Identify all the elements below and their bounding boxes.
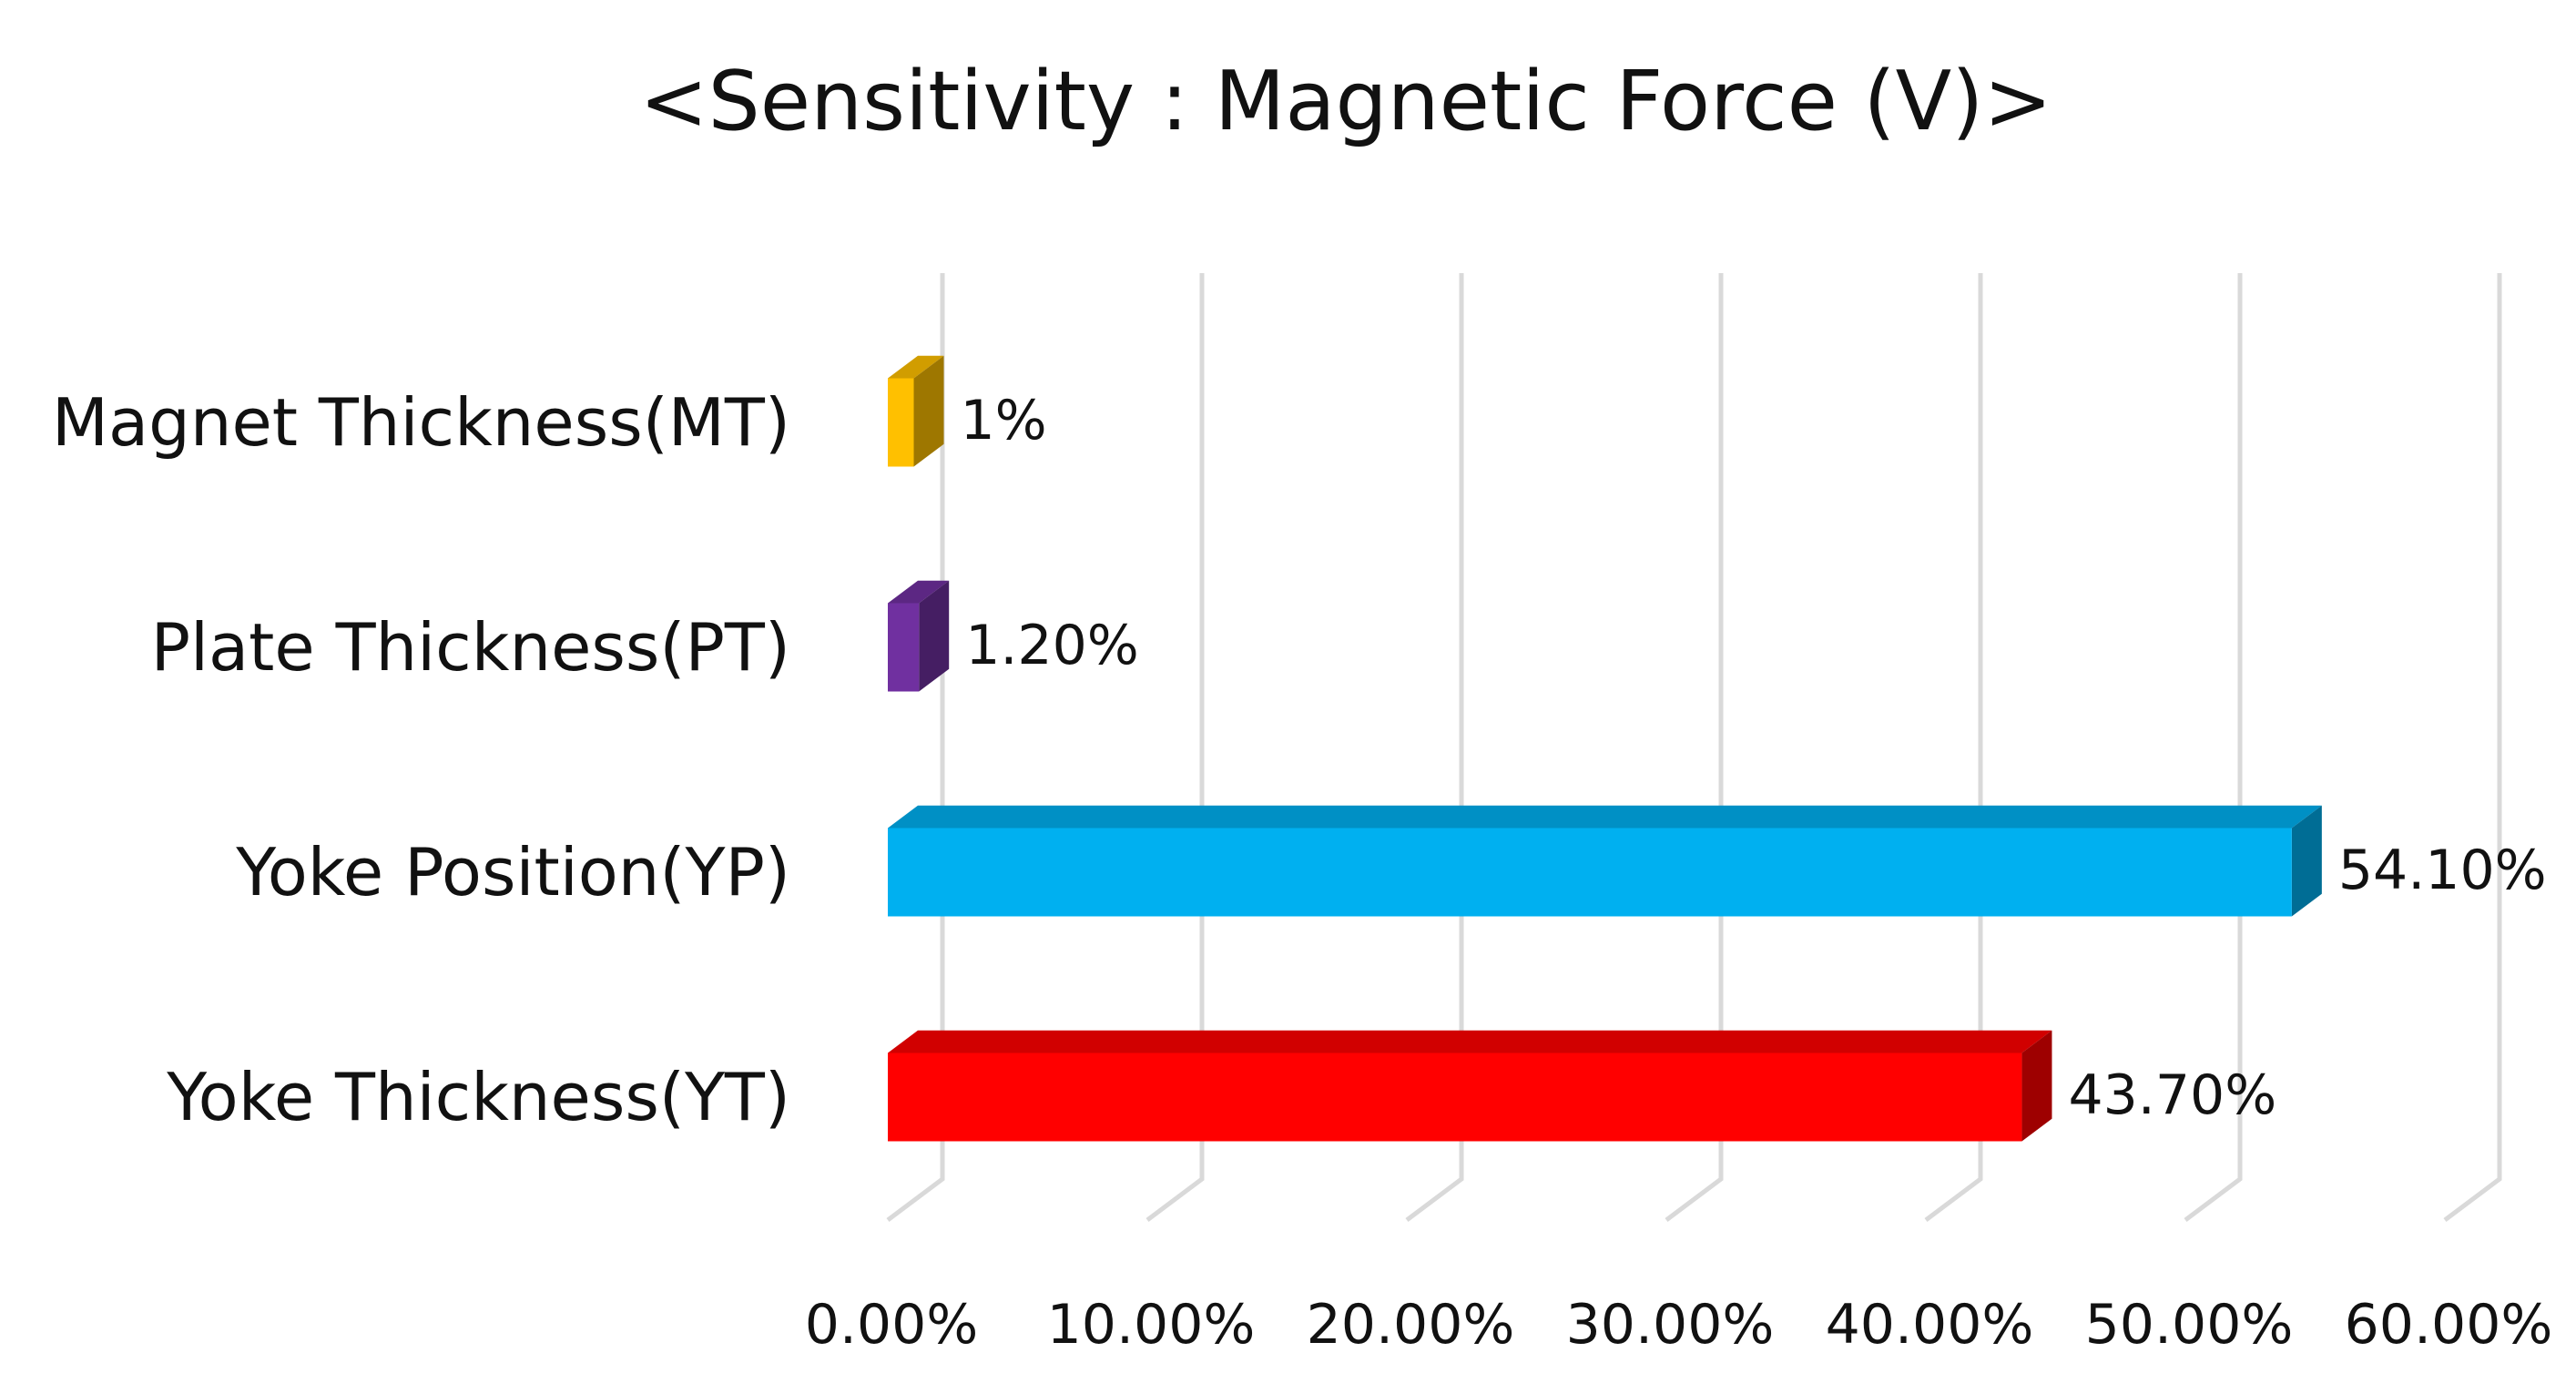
x-tick-label: 40.00% bbox=[1826, 1293, 2034, 1357]
data-label: 1.20% bbox=[965, 614, 1139, 677]
gridline bbox=[886, 273, 945, 1222]
bar-front-face bbox=[888, 828, 2292, 917]
bar-front-face bbox=[888, 378, 914, 467]
gridline bbox=[1665, 273, 1724, 1222]
gridline bbox=[2184, 273, 2243, 1222]
gridlines bbox=[886, 273, 2502, 1222]
bar-side-face bbox=[919, 580, 950, 692]
x-axis-tick-labels: 0.00% 10.00% 20.00% 30.00% 40.00% 50.00% 60.00… bbox=[805, 1293, 2553, 1357]
bars bbox=[888, 355, 2322, 1142]
x-tick-label: 0.00% bbox=[805, 1293, 979, 1357]
y-category-label: Yoke Position(YP) bbox=[235, 834, 790, 910]
x-tick-label: 10.00% bbox=[1047, 1293, 1256, 1357]
data-label: 1% bbox=[961, 389, 1047, 453]
gridline bbox=[2443, 273, 2502, 1222]
y-axis-category-labels: Magnet Thickness(MT) Plate Thickness(PT) Y… bbox=[52, 384, 790, 1135]
y-category-label: Plate Thickness(PT) bbox=[151, 609, 790, 686]
bar-top-face bbox=[888, 805, 2322, 829]
bar-top-face bbox=[888, 1030, 2052, 1053]
bar-top-face bbox=[888, 355, 944, 379]
bar-front-face bbox=[888, 1053, 2022, 1142]
data-label: 54.10% bbox=[2338, 839, 2547, 902]
bar-side-face bbox=[2291, 805, 2322, 917]
bar-front-face bbox=[888, 603, 920, 692]
y-category-label: Yoke Thickness(YT) bbox=[166, 1059, 790, 1135]
data-labels: 1% 1.20% 54.10% 43.70% bbox=[961, 389, 2547, 1127]
bar bbox=[888, 1030, 2052, 1142]
bar bbox=[888, 355, 944, 467]
gridline bbox=[1145, 273, 1205, 1222]
x-tick-label: 50.00% bbox=[2085, 1293, 2294, 1357]
bar bbox=[888, 805, 2322, 917]
bar bbox=[888, 580, 950, 692]
bar-side-face bbox=[2021, 1030, 2052, 1142]
x-tick-label: 30.00% bbox=[1566, 1293, 1775, 1357]
chart-title: <Sensitivity : Magnetic Force (V)> bbox=[639, 54, 2052, 149]
bar-top-face bbox=[888, 580, 950, 604]
x-tick-label: 20.00% bbox=[1307, 1293, 1515, 1357]
gridline bbox=[1924, 273, 1983, 1222]
x-tick-label: 60.00% bbox=[2345, 1293, 2553, 1357]
gridline bbox=[1405, 273, 1464, 1222]
bar-side-face bbox=[913, 355, 944, 467]
data-label: 43.70% bbox=[2068, 1063, 2276, 1127]
y-category-label: Magnet Thickness(MT) bbox=[52, 384, 790, 461]
